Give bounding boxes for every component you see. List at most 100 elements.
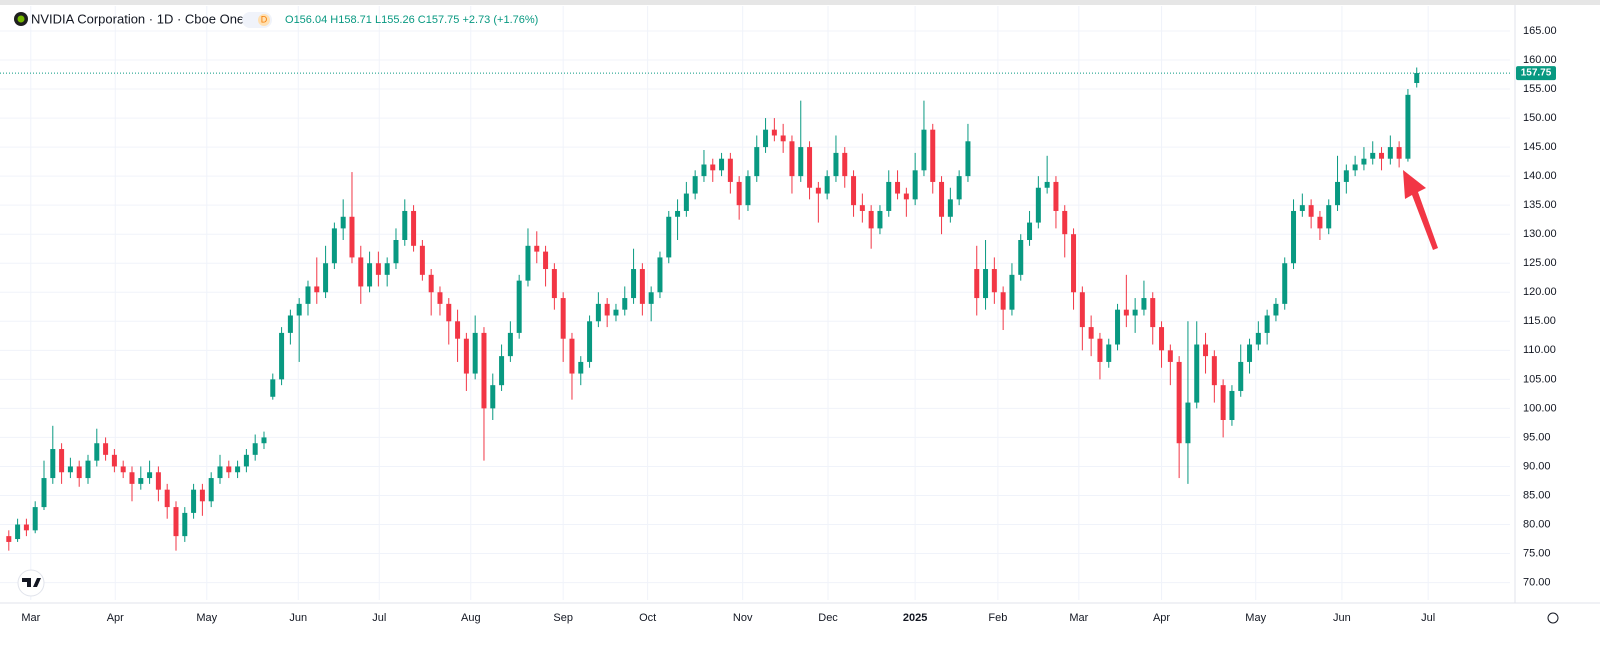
candle-body xyxy=(780,135,786,142)
candle-body xyxy=(1414,73,1420,83)
candle-body xyxy=(868,210,874,229)
candle-body xyxy=(710,164,716,171)
x-tick-label: Mar xyxy=(21,612,40,624)
candle-body xyxy=(235,466,241,473)
candle-body xyxy=(1405,94,1411,159)
legend-value: 157.75 xyxy=(426,14,460,26)
candle-body xyxy=(1150,298,1156,328)
candle-body xyxy=(798,147,804,177)
x-tick-label: Feb xyxy=(988,612,1007,624)
x-tick-label: Sep xyxy=(553,612,573,624)
candle-body xyxy=(208,478,214,502)
candle-body xyxy=(1308,205,1314,217)
x-tick-label: Apr xyxy=(107,612,124,624)
candle-body xyxy=(613,309,619,316)
y-tick-label: 160.00 xyxy=(1523,54,1557,66)
candle-body xyxy=(657,257,663,293)
candle-body xyxy=(1141,298,1147,310)
legend-label: O xyxy=(285,14,294,26)
candle-body xyxy=(1132,309,1138,316)
candle-body xyxy=(983,269,989,299)
candle-body xyxy=(639,269,645,304)
x-tick-label: Jun xyxy=(1333,612,1351,624)
candle-body xyxy=(437,292,443,304)
top-bar xyxy=(0,0,1600,5)
candle-body xyxy=(120,466,126,473)
candle-body xyxy=(507,332,513,357)
last-price-label: 157.75 xyxy=(1521,68,1552,79)
candle-body xyxy=(965,141,971,177)
candle-body xyxy=(833,152,839,177)
candle-body xyxy=(331,228,337,264)
y-tick-label: 115.00 xyxy=(1523,315,1556,327)
candle-body xyxy=(1053,181,1059,211)
x-tick-label: Mar xyxy=(1069,612,1088,624)
y-tick-label: 100.00 xyxy=(1523,402,1557,414)
candle-body xyxy=(727,158,733,182)
candle-body xyxy=(173,507,179,537)
candle-body xyxy=(287,315,293,333)
y-tick-label: 120.00 xyxy=(1523,286,1557,298)
candle-body xyxy=(745,176,751,206)
candle-body xyxy=(701,164,707,177)
candle-body xyxy=(1370,152,1376,159)
legend-label: C xyxy=(418,14,426,26)
candle-body xyxy=(1335,181,1341,206)
candle-body xyxy=(1176,361,1182,444)
candle-body xyxy=(1062,210,1068,235)
y-tick-label: 140.00 xyxy=(1523,170,1557,182)
candles xyxy=(0,67,1510,551)
candle-body xyxy=(1264,315,1270,333)
candle-body xyxy=(296,303,302,316)
candle-body xyxy=(543,251,549,270)
candle-body xyxy=(1203,344,1209,357)
candle-body xyxy=(472,332,478,374)
candle-body xyxy=(1387,147,1393,159)
candle-body xyxy=(1194,344,1200,403)
candle-body xyxy=(974,269,980,299)
change: +2.73 xyxy=(462,14,490,26)
x-tick-label: Dec xyxy=(818,612,838,624)
candle-body xyxy=(1097,338,1103,362)
candle-body xyxy=(1282,263,1288,304)
x-tick-label: Aug xyxy=(461,612,481,624)
candle-body xyxy=(1238,361,1244,391)
candle-body xyxy=(1352,164,1358,171)
candle-body xyxy=(32,507,38,531)
candle-body xyxy=(534,245,540,252)
y-tick-label: 155.00 xyxy=(1523,83,1557,95)
legend-value: 158.71 xyxy=(338,14,372,26)
candle-body xyxy=(1018,240,1024,275)
candle-body xyxy=(912,170,918,200)
badge-dot xyxy=(258,14,270,26)
candle-body xyxy=(103,443,109,455)
logo-mark xyxy=(22,578,41,587)
legend-value: 155.26 xyxy=(381,14,415,26)
candle-body xyxy=(754,147,760,177)
legend-value: 156.04 xyxy=(294,14,328,26)
candle-body xyxy=(217,466,223,479)
candle-body xyxy=(314,286,320,293)
candle-body xyxy=(252,443,258,455)
candle-body xyxy=(358,257,364,287)
y-tick-label: 150.00 xyxy=(1523,112,1557,124)
chart-title: NVIDIA Corporation · 1D · Cboe One xyxy=(31,11,244,26)
candle-body xyxy=(384,263,390,275)
candle-body xyxy=(393,240,399,264)
candle-body xyxy=(499,356,505,386)
candle-body xyxy=(692,176,698,194)
candle-body xyxy=(50,449,56,479)
candle-body xyxy=(1035,187,1041,223)
candle-body xyxy=(1247,344,1253,362)
candle-body xyxy=(1255,332,1261,345)
settings-icon[interactable] xyxy=(1547,612,1559,624)
symbol-icon-inner xyxy=(17,15,25,23)
candle-body xyxy=(631,269,637,299)
candle-body xyxy=(763,129,769,148)
candle-body xyxy=(419,245,425,275)
candle-body xyxy=(279,332,285,380)
candle-body xyxy=(675,210,681,217)
candle-body xyxy=(1220,385,1226,420)
x-tick-label: May xyxy=(196,612,217,624)
